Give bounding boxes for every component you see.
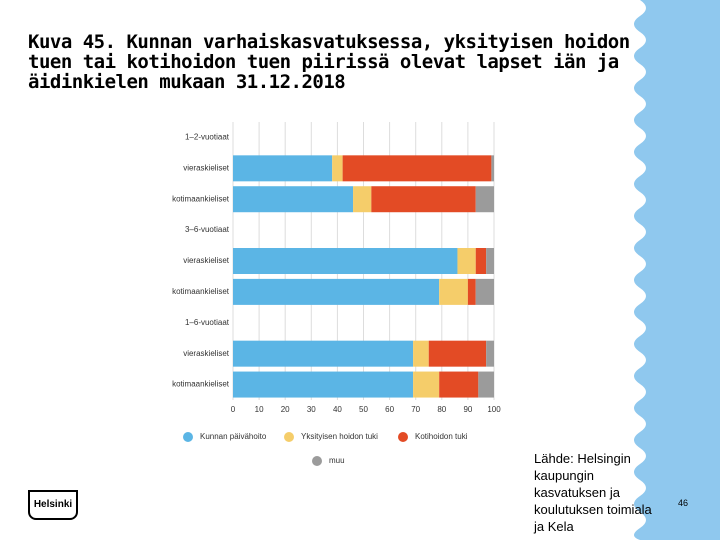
y-tick-label: vieraskieliset (183, 256, 230, 265)
x-tick-label: 100 (487, 405, 501, 414)
bar-segment (475, 186, 494, 213)
source-note: Lähde: Helsingin kaupungin kasvatuksen j… (534, 451, 652, 534)
y-tick-label: kotimaankieliset (172, 194, 230, 203)
bar-segment (332, 155, 343, 182)
bar-segment (233, 340, 414, 367)
legend-label: Kotihoidon tuki (415, 432, 468, 441)
y-tick-label: vieraskieliset (183, 349, 230, 358)
bar-segment (342, 155, 492, 182)
bar-segment (413, 371, 440, 398)
y-tick-label: 1–2-vuotiaat (185, 133, 230, 142)
bar-segment (475, 278, 494, 305)
y-tick-label: kotimaankieliset (172, 380, 230, 389)
x-tick-label: 80 (437, 405, 446, 414)
legend-swatch (398, 432, 408, 442)
bar-segment (467, 278, 476, 305)
legend-swatch (312, 456, 322, 466)
x-tick-label: 50 (359, 405, 368, 414)
bar-segment (486, 248, 494, 274)
legend-label: muu (329, 456, 345, 465)
bar-segment (353, 186, 372, 213)
bar-segment (491, 155, 494, 182)
y-tick-label: vieraskieliset (183, 163, 230, 172)
legend-label: Yksityisen hoidon tuki (301, 432, 378, 441)
bar-segment (457, 248, 476, 274)
y-tick-label: 3–6-vuotiaat (185, 225, 230, 234)
bar-segment (478, 371, 494, 398)
bar-segment (413, 340, 429, 367)
y-tick-label: 1–6-vuotiaat (185, 318, 230, 327)
bar-segment (428, 340, 487, 367)
decor-wave (634, 0, 720, 540)
bar-segment (486, 340, 494, 367)
bar-segment (439, 278, 468, 305)
x-tick-label: 20 (281, 405, 290, 414)
bar-segment (371, 186, 476, 213)
x-tick-label: 70 (411, 405, 420, 414)
bar-segment (233, 155, 333, 182)
x-tick-label: 40 (333, 405, 342, 414)
bar-segment (439, 371, 479, 398)
bar-segment (233, 371, 414, 398)
bar-segment (233, 186, 354, 213)
legend-swatch (284, 432, 294, 442)
legend-swatch (183, 432, 193, 442)
x-tick-label: 10 (255, 405, 264, 414)
x-tick-label: 0 (231, 405, 236, 414)
x-tick-label: 90 (463, 405, 472, 414)
bar-segment (475, 248, 487, 274)
x-tick-label: 30 (307, 405, 316, 414)
logo: Helsinki (28, 490, 78, 520)
slide-title: Kuva 45. Kunnan varhaiskasvatuksessa, yk… (28, 31, 630, 93)
legend-label: Kunnan päivähoito (200, 432, 267, 441)
bar-segment (233, 248, 458, 274)
bar-segment (233, 278, 440, 305)
y-tick-label: kotimaankieliset (172, 287, 230, 296)
x-tick-label: 60 (385, 405, 394, 414)
page-number: 46 (678, 498, 689, 508)
